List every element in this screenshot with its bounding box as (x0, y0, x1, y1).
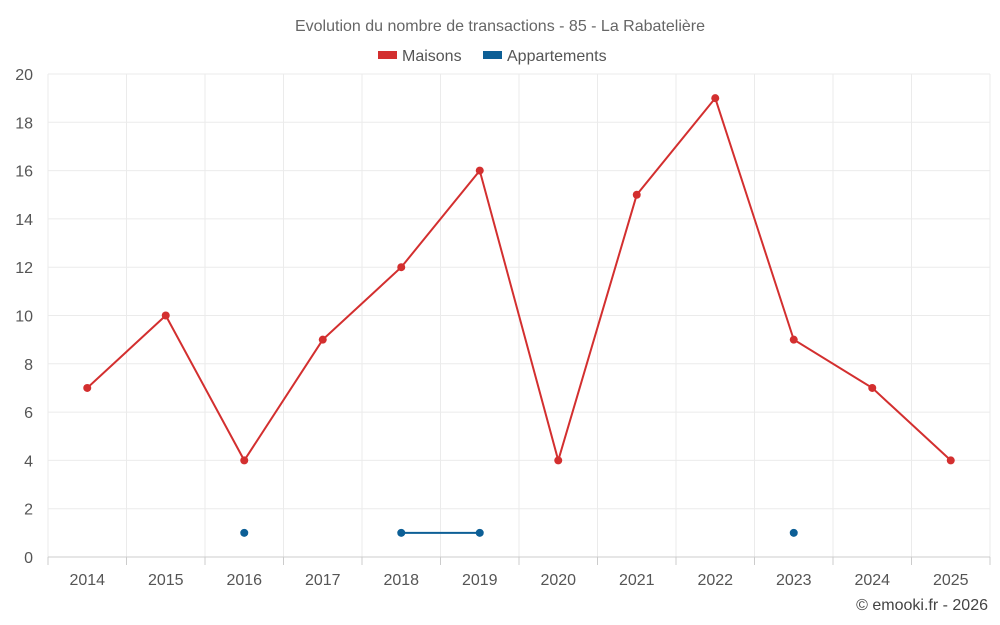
x-tick-label: 2018 (383, 572, 419, 589)
x-tick-label: 2014 (69, 572, 105, 589)
data-point (632, 190, 641, 199)
y-axis: 0 2 4 6 8 10 12 14 16 18 20 (15, 67, 33, 567)
y-tick-label: 18 (15, 115, 33, 132)
y-tick-label: 0 (24, 550, 33, 567)
x-tick-label: 2016 (226, 572, 262, 589)
data-point (789, 528, 798, 537)
legend-swatch (483, 51, 502, 59)
data-point (318, 335, 327, 344)
data-point (83, 383, 92, 392)
data-point (475, 528, 484, 537)
series-appartements (240, 528, 798, 537)
y-tick-label: 16 (15, 164, 33, 181)
y-tick-label: 6 (24, 405, 33, 422)
data-point (161, 311, 170, 320)
y-tick-label: 10 (15, 309, 33, 326)
legend-label: Maisons (402, 48, 462, 65)
data-point (475, 166, 484, 175)
series-line (86, 96, 952, 465)
data-point (711, 94, 720, 103)
legend-item-appartements: Appartements (483, 48, 607, 65)
y-tick-label: 4 (24, 453, 33, 470)
data-point (946, 456, 955, 465)
data-point (554, 456, 563, 465)
series-layer (83, 94, 955, 537)
data-point (240, 456, 249, 465)
x-axis: 2014 2015 2016 2017 2018 2019 2020 2021 2022 2023… (47, 556, 991, 589)
data-point (240, 528, 249, 537)
credit-text: © emooki.fr - 2026 (856, 597, 988, 614)
legend-swatch (378, 51, 397, 59)
legend: Maisons Appartements (378, 48, 607, 65)
x-tick-label: 2024 (854, 572, 890, 589)
x-tick-label: 2019 (462, 572, 498, 589)
chart-title: Evolution du nombre de transactions - 85… (295, 18, 705, 35)
x-tick-label: 2015 (148, 572, 184, 589)
y-tick-label: 12 (15, 260, 33, 277)
x-tick-label: 2017 (305, 572, 341, 589)
x-tick-label: 2023 (776, 572, 812, 589)
x-tick-label: 2020 (540, 572, 576, 589)
y-tick-label: 2 (24, 502, 33, 519)
legend-label: Appartements (507, 48, 607, 65)
y-tick-label: 8 (24, 357, 33, 374)
data-point (868, 383, 877, 392)
y-tick-label: 20 (15, 67, 33, 84)
x-tick-label: 2025 (933, 572, 969, 589)
series-maisons (83, 94, 955, 465)
data-point (789, 335, 798, 344)
x-tick-label: 2021 (619, 572, 655, 589)
legend-item-maisons: Maisons (378, 48, 462, 65)
grid (47, 73, 991, 557)
data-point (397, 528, 406, 537)
y-tick-label: 14 (15, 212, 33, 229)
data-point (397, 263, 406, 272)
x-tick-label: 2022 (697, 572, 733, 589)
